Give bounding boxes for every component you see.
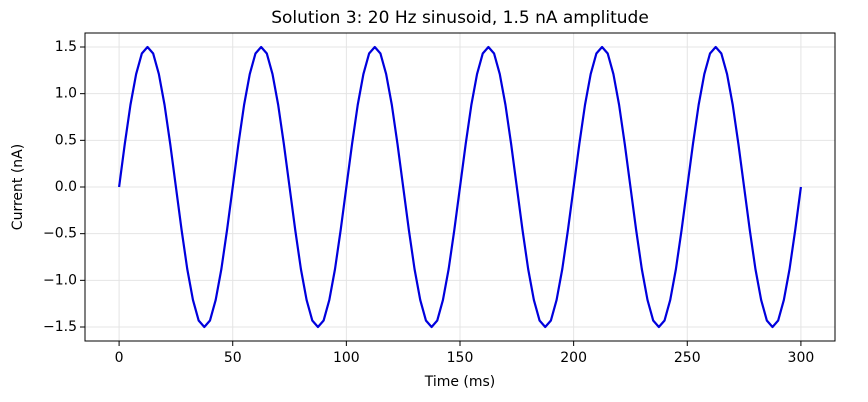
x-tick-label: 150 [447,350,474,366]
x-tick-label: 200 [560,350,587,366]
plot-frame [84,32,836,342]
x-tick-label: 300 [788,350,815,366]
x-tick-label: 250 [674,350,701,366]
y-tick-label: −1.0 [43,272,77,288]
x-tick-label: 0 [115,350,124,366]
y-tick-label: −0.5 [43,226,77,242]
chart-title: Solution 3: 20 Hz sinusoid, 1.5 nA ampli… [271,8,649,28]
x-tick-label: 100 [333,350,360,366]
x-axis-label: Time (ms) [424,374,496,390]
y-tick-label: 1.5 [55,39,77,55]
data-line [117,45,803,329]
y-tick-label: 0.5 [55,132,77,148]
y-axis-label: Current (nA) [10,144,26,230]
y-tick-label: 1.0 [55,86,77,102]
y-tick-label: −1.5 [43,319,77,335]
x-tick-label: 50 [224,350,242,366]
y-tick-label: 0.0 [55,179,77,195]
